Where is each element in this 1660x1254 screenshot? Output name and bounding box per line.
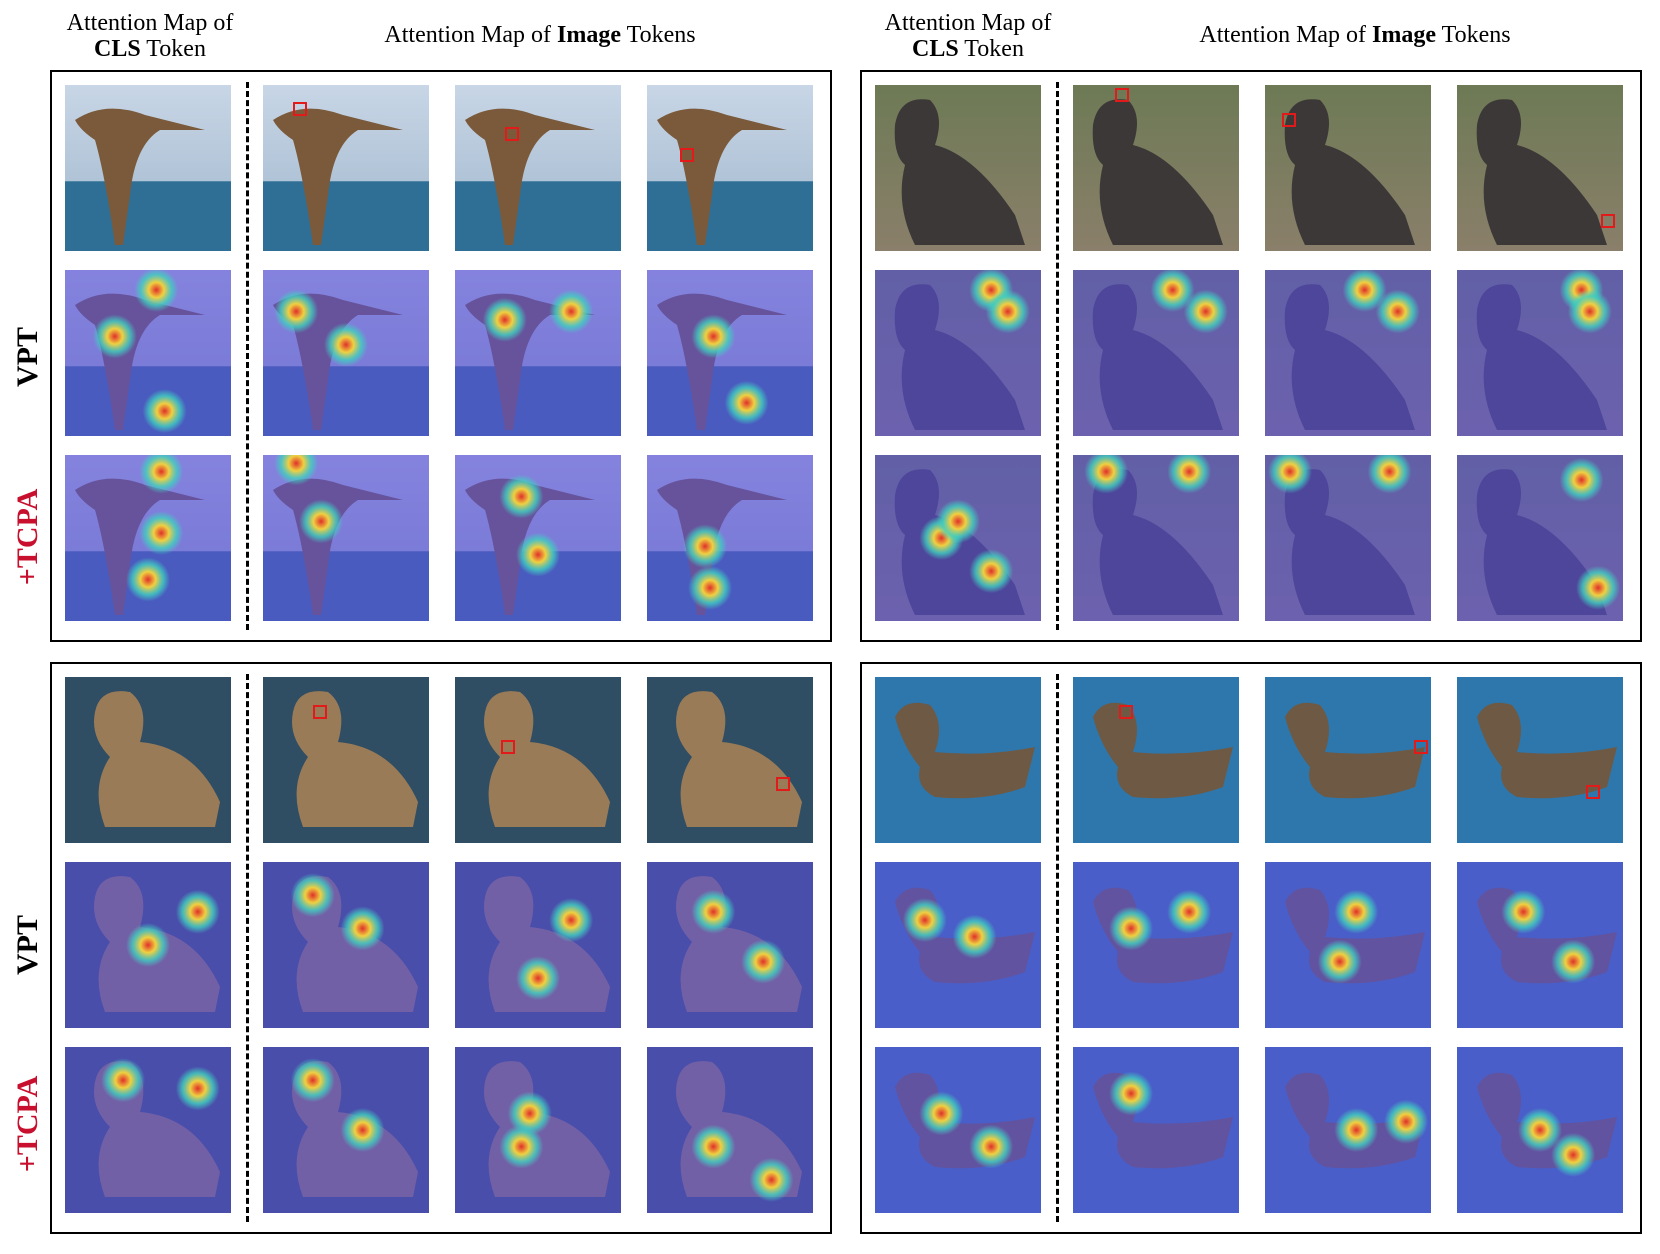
vpt-attention-map [455, 862, 621, 1028]
cls-suffix: Token [140, 36, 206, 62]
tcpa-attention-map [875, 455, 1041, 621]
original-image [65, 677, 231, 843]
selected-token-box [680, 148, 695, 163]
vpt-attention-map [65, 862, 231, 1028]
cls-image-divider [246, 82, 249, 630]
selected-token-box [1601, 214, 1616, 229]
cls-image-divider [1056, 82, 1059, 630]
vpt-attention-map [263, 270, 429, 436]
vpt-attention-map [1457, 862, 1623, 1028]
cls-bold: CLS [94, 36, 141, 62]
cls-bold: CLS [912, 36, 959, 62]
image-header-prefix: Attention Map of [384, 22, 558, 48]
original-image [1265, 85, 1431, 251]
selected-token-box [292, 101, 307, 116]
tcpa-attention-map [263, 1047, 429, 1213]
tcpa-attention-map [647, 1047, 813, 1213]
vpt-attention-map [875, 862, 1041, 1028]
original-image [875, 85, 1041, 251]
cls-image-divider [246, 674, 249, 1222]
cls-header-line2: CLS Token [858, 36, 1078, 62]
tcpa-attention-map [263, 455, 429, 621]
original-image [647, 677, 813, 843]
selected-token-box [501, 740, 516, 755]
selected-token-box [1114, 88, 1129, 103]
tcpa-attention-map [1265, 455, 1431, 621]
row-label-vpt-top: VPT [11, 327, 44, 387]
selected-token-box [312, 705, 327, 720]
vpt-attention-map [875, 270, 1041, 436]
vpt-attention-map [647, 862, 813, 1028]
vpt-attention-map [1073, 862, 1239, 1028]
row-label-tcpa-top: +TCPA [11, 488, 44, 586]
selected-token-box [776, 776, 791, 791]
image-header-prefix: Attention Map of [1199, 22, 1373, 48]
original-image [1457, 677, 1623, 843]
cls-header-line1: Attention Map of [884, 10, 1052, 36]
original-image [647, 85, 813, 251]
original-image [263, 85, 429, 251]
original-image [1265, 677, 1431, 843]
selected-token-box [1414, 740, 1429, 755]
vpt-attention-map [65, 270, 231, 436]
tcpa-attention-map [1265, 1047, 1431, 1213]
cls-header-line1: Attention Map of [66, 10, 234, 36]
cls-suffix: Token [958, 36, 1024, 62]
tcpa-attention-map [1073, 1047, 1239, 1213]
vpt-attention-map [1073, 270, 1239, 436]
tcpa-attention-map [455, 1047, 621, 1213]
original-image [1073, 677, 1239, 843]
tcpa-attention-map [65, 455, 231, 621]
vpt-attention-map [1265, 862, 1431, 1028]
original-image [263, 677, 429, 843]
original-image [65, 85, 231, 251]
image-header-bold: Image [557, 22, 622, 48]
cls-header-right: Attention Map of CLS Token [858, 10, 1078, 62]
image-header-bold: Image [1372, 22, 1437, 48]
selected-token-box [1281, 113, 1296, 128]
tcpa-attention-map [65, 1047, 231, 1213]
row-label-tcpa-bottom: +TCPA [11, 1075, 44, 1173]
image-tokens-header-right: Attention Map of Image Tokens [1115, 22, 1595, 48]
cls-image-divider [1056, 674, 1059, 1222]
tcpa-attention-map [1457, 455, 1623, 621]
tcpa-attention-map [1457, 1047, 1623, 1213]
vpt-attention-map [1265, 270, 1431, 436]
selected-token-box [504, 126, 519, 141]
cls-header-line2: CLS Token [40, 36, 260, 62]
vpt-attention-map [455, 270, 621, 436]
vpt-attention-map [263, 862, 429, 1028]
original-image [1457, 85, 1623, 251]
image-header-suffix: Tokens [621, 22, 696, 48]
cls-header-left: Attention Map of CLS Token [40, 10, 260, 62]
row-label-vpt-bottom: VPT [11, 915, 44, 975]
image-tokens-header-left: Attention Map of Image Tokens [300, 22, 780, 48]
tcpa-attention-map [875, 1047, 1041, 1213]
image-header-suffix: Tokens [1436, 22, 1511, 48]
vpt-attention-map [647, 270, 813, 436]
tcpa-attention-map [1073, 455, 1239, 621]
original-image [455, 677, 621, 843]
tcpa-attention-map [455, 455, 621, 621]
tcpa-attention-map [647, 455, 813, 621]
selected-token-box [1119, 705, 1134, 720]
vpt-attention-map [1457, 270, 1623, 436]
original-image [455, 85, 621, 251]
original-image [875, 677, 1041, 843]
selected-token-box [1586, 784, 1601, 799]
original-image [1073, 85, 1239, 251]
